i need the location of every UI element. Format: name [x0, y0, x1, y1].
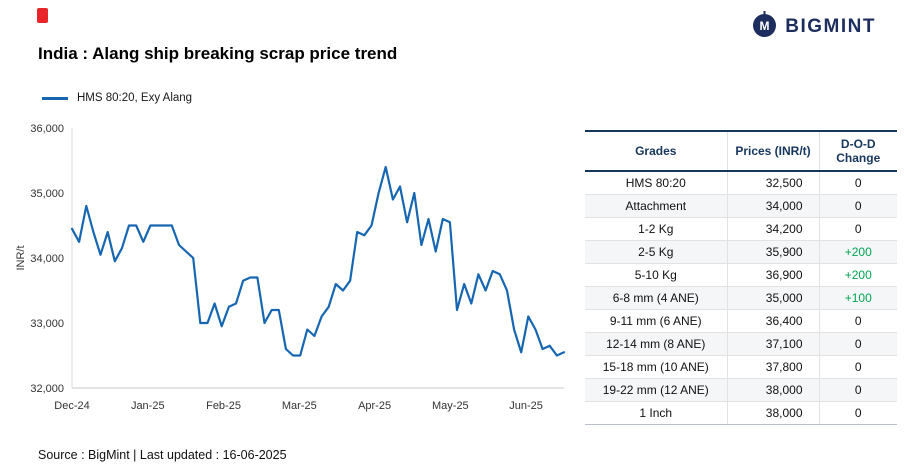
brand-flag-icon	[37, 8, 48, 23]
svg-text:Mar-25: Mar-25	[282, 400, 317, 412]
svg-text:35,000: 35,000	[30, 188, 64, 200]
svg-text:Dec-24: Dec-24	[54, 400, 89, 412]
price-cell: 37,800	[726, 355, 819, 379]
price-cell: 34,200	[726, 217, 819, 241]
change-cell: 0	[818, 217, 897, 241]
grade-cell: Attachment	[585, 194, 727, 218]
svg-text:INR/t: INR/t	[15, 245, 27, 270]
grades-table-body: HMS 80:20 32,500 0 Attachment 34,000 0 1-2 Kg 3…	[585, 171, 897, 425]
grades-table-head: Grades Prices (INR/t) D-O-D Change	[585, 130, 897, 172]
price-cell: 37,100	[726, 332, 819, 356]
table-row: 19-22 mm (12 ANE) 38,000 0	[585, 378, 897, 402]
svg-text:Jan-25: Jan-25	[131, 400, 165, 412]
table-row: 1-2 Kg 34,200 0	[585, 217, 897, 241]
table-header-cell: Grades	[585, 130, 727, 172]
price-cell: 32,500	[726, 171, 819, 195]
price-cell: 35,900	[726, 240, 819, 264]
bigmint-logo-icon: M	[751, 11, 778, 43]
svg-text:33,000: 33,000	[30, 318, 64, 330]
source-footer: Source : BigMint | Last updated : 16-06-…	[38, 448, 287, 462]
change-cell: 0	[818, 355, 897, 379]
table-row: 5-10 Kg 36,900 +200	[585, 263, 897, 287]
table-row: 1 Inch 38,000 0	[585, 401, 897, 425]
change-cell: 0	[818, 378, 897, 402]
bigmint-logo: M BIGMINT	[751, 11, 876, 43]
table-row: 15-18 mm (10 ANE) 37,800 0	[585, 355, 897, 379]
table-header-cell: D-O-D Change	[818, 130, 897, 172]
page-title: India : Alang ship breaking scrap price …	[38, 44, 398, 63]
change-cell: 0	[818, 309, 897, 333]
price-trend-chart: 32,000 33,000 34,000 35,000 36,000 Dec-24 Jan-…	[8, 116, 578, 418]
price-cell: 34,000	[726, 194, 819, 218]
price-cell: 38,000	[726, 401, 819, 425]
grade-cell: 2-5 Kg	[585, 240, 727, 264]
change-cell: 0	[818, 194, 897, 218]
change-cell: +100	[818, 286, 897, 310]
change-cell: 0	[818, 332, 897, 356]
grade-cell: HMS 80:20	[585, 171, 727, 195]
price-cell: 35,000	[726, 286, 819, 310]
legend-line-swatch	[42, 96, 68, 100]
grade-cell: 12-14 mm (8 ANE)	[585, 332, 727, 356]
svg-text:Jun-25: Jun-25	[509, 400, 543, 412]
price-cell: 38,000	[726, 378, 819, 402]
grade-cell: 1-2 Kg	[585, 217, 727, 241]
trend-chart-svg: 32,000 33,000 34,000 35,000 36,000 Dec-24 Jan-…	[15, 123, 566, 412]
svg-text:May-25: May-25	[432, 400, 469, 412]
table-row: 2-5 Kg 35,900 +200	[585, 240, 897, 264]
table-row: Attachment 34,000 0	[585, 194, 897, 218]
table-header-row: Grades Prices (INR/t) D-O-D Change	[585, 130, 897, 172]
grade-cell: 6-8 mm (4 ANE)	[585, 286, 727, 310]
grade-cell: 15-18 mm (10 ANE)	[585, 355, 727, 379]
svg-text:Feb-25: Feb-25	[206, 400, 241, 412]
change-cell: +200	[818, 263, 897, 287]
chart-legend: HMS 80:20, Exy Alang	[42, 92, 192, 104]
grade-cell: 5-10 Kg	[585, 263, 727, 287]
table-row: HMS 80:20 32,500 0	[585, 171, 897, 195]
svg-text:36,000: 36,000	[30, 123, 64, 135]
svg-text:34,000: 34,000	[30, 253, 64, 265]
svg-text:M: M	[760, 19, 770, 33]
grade-cell: 19-22 mm (12 ANE)	[585, 378, 727, 402]
price-cell: 36,900	[726, 263, 819, 287]
grade-cell: 9-11 mm (6 ANE)	[585, 309, 727, 333]
legend-label: HMS 80:20, Exy Alang	[77, 92, 193, 104]
change-cell: 0	[818, 401, 897, 425]
bigmint-logo-text: BIGMINT	[785, 16, 876, 37]
change-cell: +200	[818, 240, 897, 264]
table-header-cell: Prices (INR/t)	[726, 130, 819, 172]
grade-cell: 1 Inch	[585, 401, 727, 425]
grades-price-table-wrap: Grades Prices (INR/t) D-O-D Change HMS 80:…	[585, 130, 897, 425]
svg-text:Apr-25: Apr-25	[358, 400, 391, 412]
price-cell: 36,400	[726, 309, 819, 333]
svg-text:32,000: 32,000	[30, 383, 64, 395]
grades-price-table: Grades Prices (INR/t) D-O-D Change HMS 80:…	[585, 130, 897, 425]
change-cell: 0	[818, 171, 897, 195]
table-row: 12-14 mm (8 ANE) 37,100 0	[585, 332, 897, 356]
table-row: 6-8 mm (4 ANE) 35,000 +100	[585, 286, 897, 310]
table-row: 9-11 mm (6 ANE) 36,400 0	[585, 309, 897, 333]
